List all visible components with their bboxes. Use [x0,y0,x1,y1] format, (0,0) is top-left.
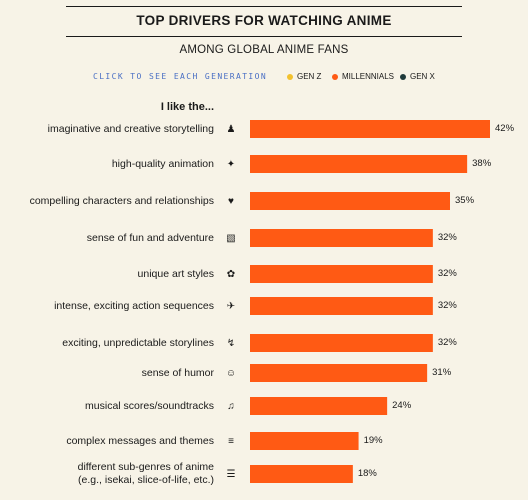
value-label-7: 31% [432,367,452,378]
value-label-4: 32% [437,268,457,279]
bar-7[interactable] [250,364,428,382]
lead-in-text: I like the... [160,101,214,113]
value-label-0: 42% [495,123,515,134]
legend-dot-gen-x [400,73,406,80]
category-label-9: complex messages and themes [66,434,214,447]
value-label-1: 38% [472,158,492,169]
bar-4[interactable] [250,265,433,283]
legend-item-gen-z[interactable]: GEN Z [287,72,321,81]
bar-8[interactable] [250,397,388,415]
title-rule [66,36,462,37]
bar-9[interactable] [250,432,359,450]
top-rule [66,6,462,7]
bar-0[interactable] [250,120,490,138]
category-label-4: unique art styles [137,267,214,280]
storyline-icon: ↯ [226,337,236,349]
category-label-5: intense, exciting action sequences [54,299,214,312]
humor-icon: ☺ [225,367,237,379]
adventure-icon: ▧ [226,232,236,244]
category-label-7: sense of humor [141,366,214,379]
legend-instruction: CLICK TO SEE EACH GENERATION [93,72,268,81]
chart-subtitle: AMONG GLOBAL ANIME FANS [179,44,349,56]
category-label-8: musical scores/soundtracks [85,399,214,412]
person-icon: ♟ [226,123,236,135]
category-label-0: imaginative and creative storytelling [47,122,214,135]
bar-6[interactable] [250,334,433,352]
value-label-2: 35% [455,195,475,206]
value-label-6: 32% [437,337,457,348]
legend-label-gen-z: GEN Z [297,72,322,81]
music-icon: ♫ [227,400,235,412]
category-label-10: different sub-genres of anime (e.g., isek… [77,461,214,486]
legend-label-gen-x: GEN X [410,72,435,81]
category-label-3: sense of fun and adventure [86,231,214,244]
legend-dot-millennials [332,73,338,80]
chart-title: TOP DRIVERS FOR WATCHING ANIME [136,13,392,28]
category-label-1: high-quality animation [111,157,214,170]
legend-label-millennials: MILLENNIALS [342,72,395,81]
value-label-10: 18% [357,468,377,479]
value-label-5: 32% [437,300,457,311]
characters-icon: ♥ [228,195,234,207]
category-label-6: exciting, unpredictable storylines [62,336,214,349]
animation-icon: ✦ [226,158,236,170]
legend-item-gen-x[interactable]: GEN X [400,72,435,81]
bar-3[interactable] [250,229,433,247]
bar-1[interactable] [250,155,468,173]
category-label-2: compelling characters and relationships [29,194,214,207]
value-label-8: 24% [392,400,412,411]
legend-dot-gen-z [287,73,293,80]
action-icon: ✈ [226,300,236,312]
palette-icon: ✿ [226,268,236,280]
bar-2[interactable] [250,192,450,210]
legend: CLICK TO SEE EACH GENERATION GEN Z MILLE… [0,72,528,84]
scroll-icon: ≡ [228,435,234,447]
value-label-3: 32% [437,232,457,243]
bar-10[interactable] [250,465,353,483]
list-icon: ☰ [226,468,236,480]
value-label-9: 19% [363,435,383,446]
legend-item-millennials[interactable]: MILLENNIALS [332,72,394,81]
bar-5[interactable] [250,297,433,315]
